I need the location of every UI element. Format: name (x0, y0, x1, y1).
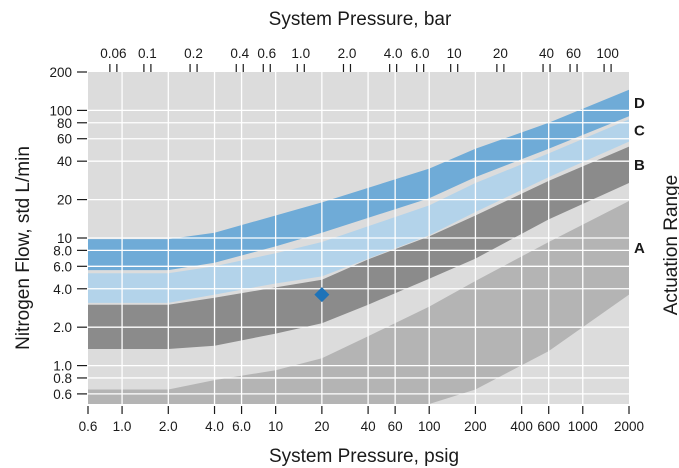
right-axis-title: Actuation Range (661, 175, 679, 316)
x-tick-label: 60 (388, 419, 403, 434)
top-tick-label: 0.1 (138, 46, 157, 61)
x-tick-label: 200 (464, 419, 487, 434)
y-tick-label: 60 (57, 132, 72, 147)
top-tick-label: 0.6 (257, 46, 276, 61)
x-tick-label: 2.0 (159, 419, 178, 434)
x-tick-label: 600 (537, 419, 560, 434)
x-axis-title: System Pressure, psig (269, 446, 459, 467)
top-axis-ticks: 0.06 0.1 0.2 0.4 0.6 1.0 2.0 4.0 6.0 10 20 40 60 100 (100, 46, 619, 73)
plot-area (88, 72, 629, 404)
y-tick-label: 6.0 (53, 259, 72, 274)
highlight-points (314, 287, 330, 303)
x-tick-label: 1.0 (113, 419, 132, 434)
range-labels: DC B A (634, 95, 645, 257)
x-tick-label: 40 (361, 419, 376, 434)
top-tick-label: 0.06 (100, 46, 126, 61)
y-tick-label: 20 (57, 193, 72, 208)
range-label-C: C (634, 122, 645, 139)
y-tick-label: 10 (57, 231, 72, 246)
y-tick-label: 2.0 (53, 320, 72, 335)
y-tick-label: 1.0 (53, 359, 72, 374)
x-tick-label: 400 (510, 419, 533, 434)
top-tick-label: 2.0 (338, 46, 357, 61)
x-tick-label: 20 (314, 419, 329, 434)
x-tick-label: 6.0 (232, 419, 251, 434)
top-tick-label: 4.0 (384, 46, 403, 61)
band-B (88, 146, 629, 349)
actuation-bands (88, 89, 629, 404)
x-tick-label: 10 (268, 419, 283, 434)
range-label-A: A (634, 240, 645, 257)
top-tick-label: 6.0 (411, 46, 430, 61)
y-tick-label: 8.0 (53, 243, 72, 258)
x-tick-label: 0.6 (79, 419, 98, 434)
top-tick-label: 60 (566, 46, 581, 61)
x-tick-label: 100 (418, 419, 441, 434)
y-tick-label: 0.8 (53, 371, 72, 386)
x-tick-label: 2000 (614, 419, 644, 434)
band-C (88, 119, 629, 303)
top-tick-label: 10 (447, 46, 462, 61)
x-tick-label: 4.0 (205, 419, 224, 434)
top-tick-label: 0.4 (230, 46, 249, 61)
range-label-D: D (634, 95, 645, 112)
top-axis-title: System Pressure, bar (269, 9, 452, 30)
y-tick-label: 4.0 (53, 282, 72, 297)
top-tick-label: 0.2 (184, 46, 203, 61)
y-tick-label: 80 (57, 116, 72, 131)
grid-lines (88, 72, 629, 404)
y-tick-label: 40 (57, 154, 72, 169)
band-A (88, 201, 629, 404)
y-tick-label: 100 (49, 103, 72, 118)
x-tick-label: 1000 (568, 419, 598, 434)
y-axis-title: Nitrogen Flow, std L/min (13, 146, 34, 350)
y-tick-label: 200 (49, 65, 72, 80)
top-tick-label: 100 (596, 46, 619, 61)
y-tick-label: 0.6 (53, 387, 72, 402)
band-D (88, 89, 629, 271)
range-label-B: B (634, 157, 645, 174)
top-tick-label: 1.0 (291, 46, 310, 61)
top-tick-label: 20 (493, 46, 508, 61)
x-axis-ticks: 0.6 1.0 2.0 4.0 6.0 10 20 40 60 100 200 400 600 1000 2… (79, 406, 644, 434)
highlight-point (314, 287, 330, 303)
top-tick-label: 40 (539, 46, 554, 61)
